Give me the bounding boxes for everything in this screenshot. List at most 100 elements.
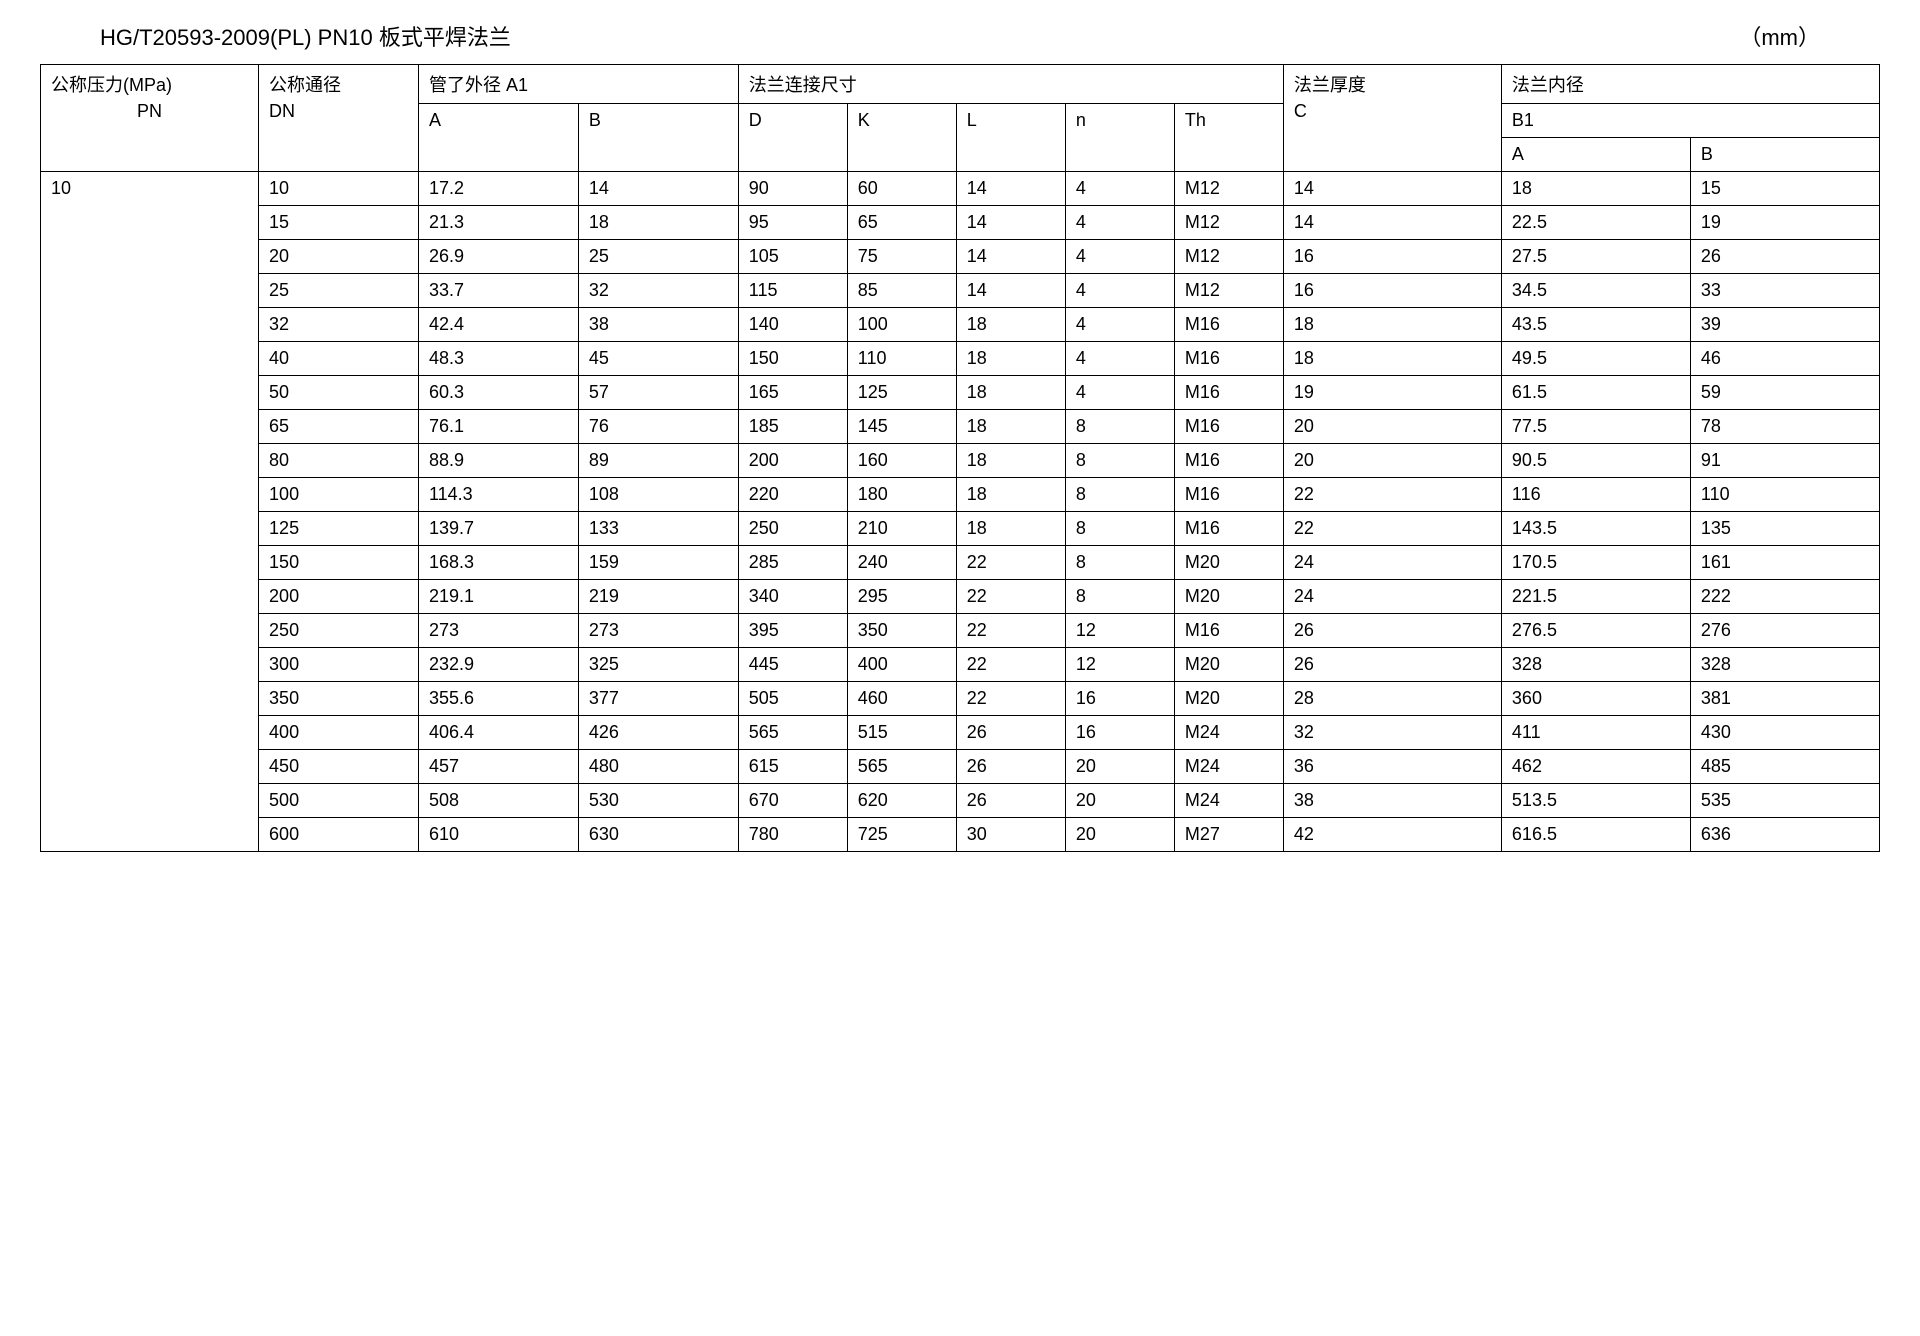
cell-c: 18 bbox=[1283, 342, 1501, 376]
cell-b1b: 59 bbox=[1690, 376, 1879, 410]
cell-a: 406.4 bbox=[418, 716, 578, 750]
table-row: 4504574806155652620M2436462485 bbox=[41, 750, 1880, 784]
cell-c: 16 bbox=[1283, 240, 1501, 274]
table-head: 公称压力(MPa) PN 公称通径 DN 管了外径 A1 法兰连接尺寸 法兰厚度… bbox=[41, 65, 1880, 172]
cell-k: 350 bbox=[847, 614, 956, 648]
th-b1-line2: B1 bbox=[1501, 104, 1879, 138]
table-row: 6006106307807253020M2742616.5636 bbox=[41, 818, 1880, 852]
table-row: 2533.73211585144M121634.533 bbox=[41, 274, 1880, 308]
cell-b: 273 bbox=[578, 614, 738, 648]
cell-dn: 400 bbox=[259, 716, 419, 750]
cell-b1a: 61.5 bbox=[1501, 376, 1690, 410]
cell-th: M16 bbox=[1174, 376, 1283, 410]
cell-b1a: 49.5 bbox=[1501, 342, 1690, 376]
cell-n: 20 bbox=[1065, 750, 1174, 784]
cell-b1a: 77.5 bbox=[1501, 410, 1690, 444]
cell-b1b: 222 bbox=[1690, 580, 1879, 614]
cell-b1b: 535 bbox=[1690, 784, 1879, 818]
th-b1-b: B bbox=[1690, 138, 1879, 172]
cell-b: 530 bbox=[578, 784, 738, 818]
cell-th: M24 bbox=[1174, 750, 1283, 784]
header-row: HG/T20593-2009(PL) PN10 板式平焊法兰 （mm） bbox=[40, 20, 1880, 52]
cell-n: 12 bbox=[1065, 614, 1174, 648]
cell-b1b: 135 bbox=[1690, 512, 1879, 546]
th-pn: 公称压力(MPa) PN bbox=[41, 65, 259, 172]
cell-th: M16 bbox=[1174, 512, 1283, 546]
cell-d: 140 bbox=[738, 308, 847, 342]
cell-b1b: 78 bbox=[1690, 410, 1879, 444]
cell-l: 26 bbox=[956, 750, 1065, 784]
cell-a: 17.2 bbox=[418, 172, 578, 206]
cell-b1b: 15 bbox=[1690, 172, 1879, 206]
cell-l: 18 bbox=[956, 512, 1065, 546]
cell-b1b: 636 bbox=[1690, 818, 1879, 852]
cell-b1b: 161 bbox=[1690, 546, 1879, 580]
cell-n: 4 bbox=[1065, 240, 1174, 274]
cell-dn: 20 bbox=[259, 240, 419, 274]
cell-a: 48.3 bbox=[418, 342, 578, 376]
cell-n: 4 bbox=[1065, 206, 1174, 240]
cell-a: 114.3 bbox=[418, 478, 578, 512]
cell-k: 85 bbox=[847, 274, 956, 308]
th-conn-group: 法兰连接尺寸 bbox=[738, 65, 1283, 104]
document-title: HG/T20593-2009(PL) PN10 板式平焊法兰 bbox=[100, 20, 511, 52]
cell-dn: 65 bbox=[259, 410, 419, 444]
cell-dn: 150 bbox=[259, 546, 419, 580]
cell-d: 115 bbox=[738, 274, 847, 308]
cell-th: M12 bbox=[1174, 172, 1283, 206]
th-l: L bbox=[956, 104, 1065, 172]
cell-k: 145 bbox=[847, 410, 956, 444]
th-c: 法兰厚度 C bbox=[1283, 65, 1501, 172]
cell-a: 139.7 bbox=[418, 512, 578, 546]
table-row: 4048.345150110184M161849.546 bbox=[41, 342, 1880, 376]
cell-dn: 350 bbox=[259, 682, 419, 716]
cell-l: 18 bbox=[956, 342, 1065, 376]
cell-dn: 125 bbox=[259, 512, 419, 546]
cell-b1b: 110 bbox=[1690, 478, 1879, 512]
cell-b1b: 46 bbox=[1690, 342, 1879, 376]
cell-b: 325 bbox=[578, 648, 738, 682]
cell-d: 615 bbox=[738, 750, 847, 784]
cell-a: 21.3 bbox=[418, 206, 578, 240]
cell-c: 36 bbox=[1283, 750, 1501, 784]
cell-l: 22 bbox=[956, 648, 1065, 682]
th-n: n bbox=[1065, 104, 1174, 172]
cell-b: 426 bbox=[578, 716, 738, 750]
th-b1-a: A bbox=[1501, 138, 1690, 172]
table-row: 2502732733953502212M1626276.5276 bbox=[41, 614, 1880, 648]
cell-k: 565 bbox=[847, 750, 956, 784]
cell-b1b: 91 bbox=[1690, 444, 1879, 478]
cell-c: 26 bbox=[1283, 614, 1501, 648]
cell-dn: 80 bbox=[259, 444, 419, 478]
cell-d: 395 bbox=[738, 614, 847, 648]
cell-b: 89 bbox=[578, 444, 738, 478]
cell-k: 160 bbox=[847, 444, 956, 478]
th-c-l2: C bbox=[1294, 101, 1491, 122]
th-th: Th bbox=[1174, 104, 1283, 172]
cell-dn: 300 bbox=[259, 648, 419, 682]
cell-th: M12 bbox=[1174, 240, 1283, 274]
cell-b: 630 bbox=[578, 818, 738, 852]
cell-dn: 40 bbox=[259, 342, 419, 376]
cell-d: 565 bbox=[738, 716, 847, 750]
th-dn: 公称通径 DN bbox=[259, 65, 419, 172]
cell-th: M16 bbox=[1174, 342, 1283, 376]
flange-table: 公称压力(MPa) PN 公称通径 DN 管了外径 A1 法兰连接尺寸 法兰厚度… bbox=[40, 64, 1880, 852]
cell-k: 125 bbox=[847, 376, 956, 410]
table-row: 350355.63775054602216M2028360381 bbox=[41, 682, 1880, 716]
table-row: 3242.438140100184M161843.539 bbox=[41, 308, 1880, 342]
cell-b1a: 116 bbox=[1501, 478, 1690, 512]
table-row: 100114.3108220180188M1622116110 bbox=[41, 478, 1880, 512]
cell-k: 65 bbox=[847, 206, 956, 240]
cell-th: M16 bbox=[1174, 444, 1283, 478]
cell-th: M20 bbox=[1174, 546, 1283, 580]
cell-a: 42.4 bbox=[418, 308, 578, 342]
cell-b: 219 bbox=[578, 580, 738, 614]
cell-c: 42 bbox=[1283, 818, 1501, 852]
cell-b: 480 bbox=[578, 750, 738, 784]
cell-k: 180 bbox=[847, 478, 956, 512]
cell-a: 610 bbox=[418, 818, 578, 852]
cell-a: 88.9 bbox=[418, 444, 578, 478]
cell-b: 133 bbox=[578, 512, 738, 546]
table-row: 2026.92510575144M121627.526 bbox=[41, 240, 1880, 274]
